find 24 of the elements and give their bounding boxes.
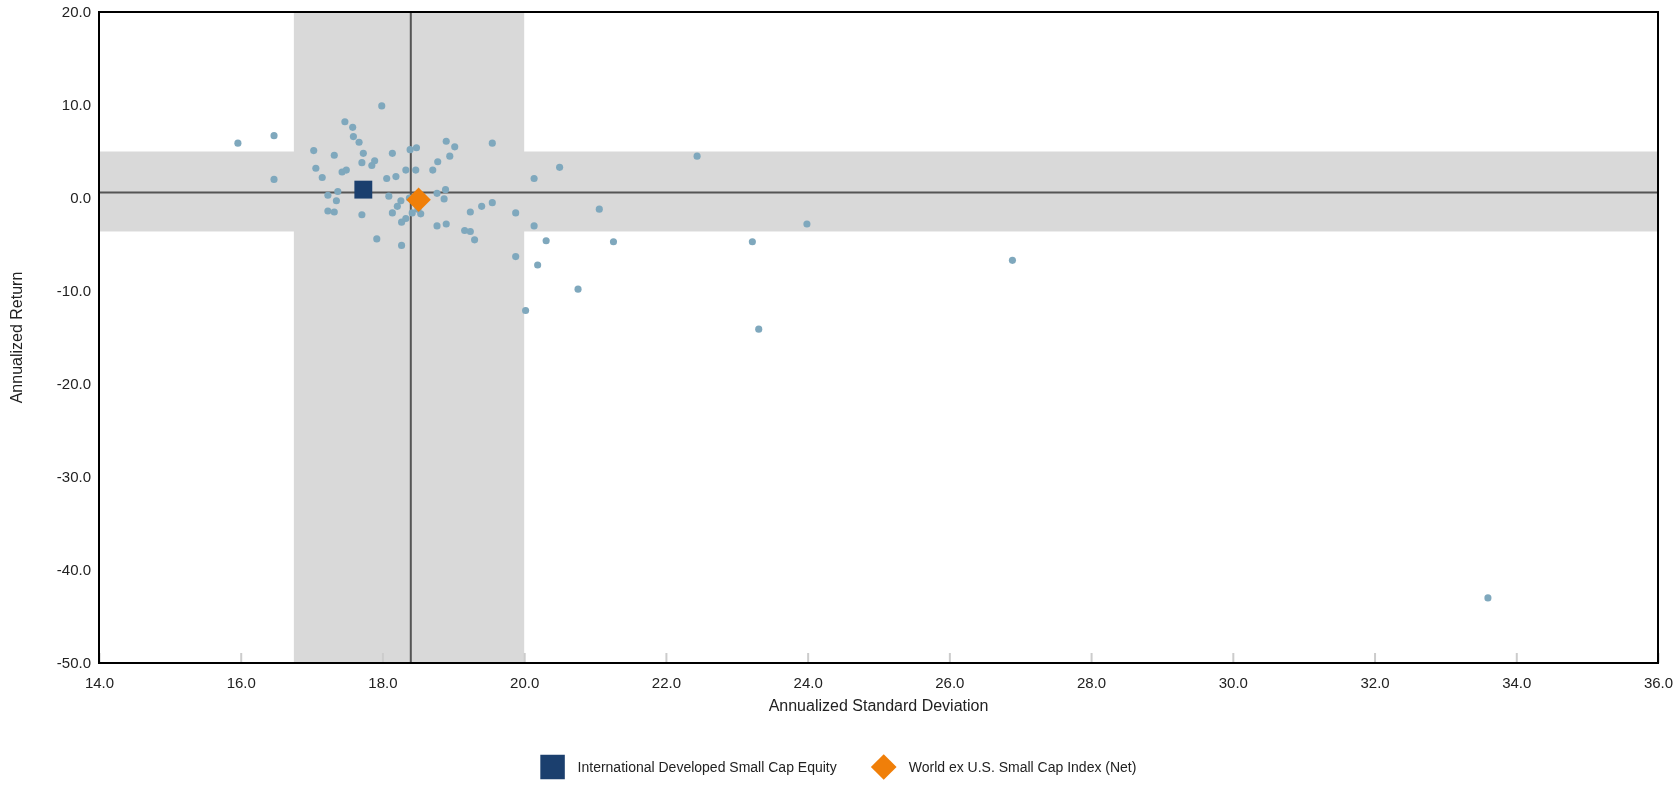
x-axis-title: Annualized Standard Deviation <box>768 697 989 714</box>
legend-label: World ex U.S. Small Cap Index (Net) <box>908 759 1137 775</box>
y-tick-label: -40.0 <box>56 561 91 579</box>
y-tick-label: -20.0 <box>56 375 91 393</box>
y-tick-label: 0.0 <box>70 189 91 207</box>
x-tick-label: 18.0 <box>368 673 398 691</box>
y-tick-label: 20.0 <box>61 3 91 21</box>
x-tick-label: 32.0 <box>1360 673 1390 691</box>
y-tick-label: 10.0 <box>61 96 91 114</box>
x-tick-label: 26.0 <box>935 673 965 691</box>
x-tick-label: 28.0 <box>1076 673 1107 691</box>
y-tick-label: -50.0 <box>56 654 91 672</box>
y-axis-title: Annualized Return <box>8 271 25 404</box>
x-tick-label: 24.0 <box>793 673 823 691</box>
x-tick-label: 22.0 <box>651 673 682 691</box>
x-tick-label: 20.0 <box>510 673 540 691</box>
x-tick-label: 14.0 <box>84 673 115 691</box>
x-tick-label: 16.0 <box>226 673 256 691</box>
x-tick-label: 36.0 <box>1643 673 1674 691</box>
y-tick-label: -10.0 <box>56 282 91 300</box>
x-tick-label: 30.0 <box>1218 673 1248 691</box>
y-tick-label: -30.0 <box>56 468 91 486</box>
x-tick-label: 34.0 <box>1502 673 1532 691</box>
legend-label: International Developed Small Cap Equity <box>577 759 837 775</box>
